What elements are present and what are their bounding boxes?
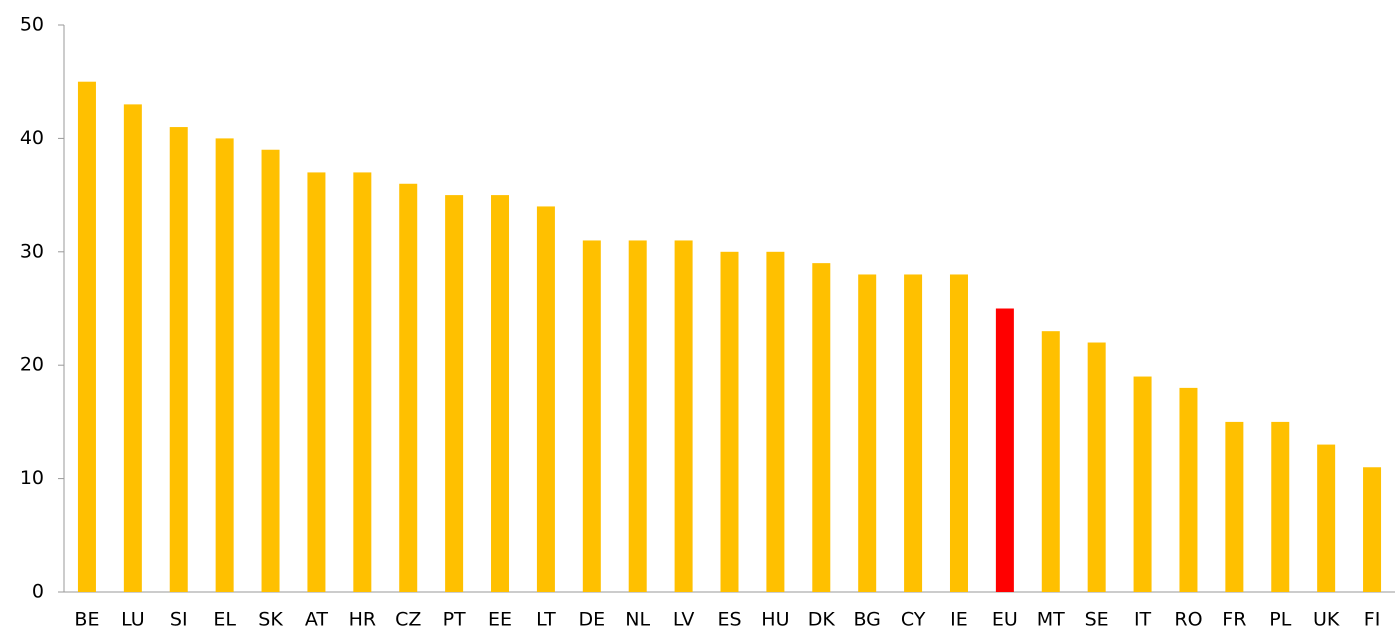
y-tick-label: 10 bbox=[20, 467, 44, 489]
bar bbox=[536, 206, 555, 592]
bar bbox=[674, 240, 693, 592]
x-tick-label: UK bbox=[1313, 609, 1340, 631]
bar bbox=[858, 274, 877, 592]
bar bbox=[215, 138, 234, 592]
x-tick-label: HU bbox=[761, 609, 789, 631]
y-tick-label: 50 bbox=[20, 14, 44, 36]
x-tick-label: FR bbox=[1222, 609, 1246, 631]
x-tick-label: PL bbox=[1269, 609, 1291, 631]
bar bbox=[169, 127, 188, 592]
x-tick-label: FI bbox=[1364, 609, 1381, 631]
x-tick-label: IT bbox=[1134, 609, 1152, 631]
bar bbox=[1317, 444, 1336, 592]
x-tick-label: EU bbox=[992, 609, 1018, 631]
x-tick-label: MT bbox=[1037, 609, 1065, 631]
bar bbox=[1179, 387, 1198, 592]
x-tick-label: BG bbox=[853, 609, 880, 631]
bar bbox=[995, 308, 1014, 592]
x-tick-label: ES bbox=[717, 609, 741, 631]
bar bbox=[1133, 376, 1152, 592]
x-tick-label: DE bbox=[578, 609, 605, 631]
x-tick-label: LV bbox=[673, 609, 695, 631]
bar bbox=[766, 251, 785, 593]
bar bbox=[399, 183, 418, 592]
x-tick-label: CZ bbox=[395, 609, 421, 631]
bar bbox=[812, 263, 831, 592]
bar bbox=[491, 195, 510, 592]
bar bbox=[1225, 421, 1244, 592]
bar bbox=[445, 195, 464, 592]
x-tick-label: LU bbox=[121, 609, 145, 631]
x-tick-label: LT bbox=[536, 609, 556, 631]
x-tick-label: EE bbox=[488, 609, 512, 631]
bar bbox=[628, 240, 647, 592]
y-tick-label: 40 bbox=[20, 127, 44, 149]
x-tick-label: BE bbox=[74, 609, 99, 631]
y-tick-label: 20 bbox=[20, 354, 44, 376]
x-tick-label: SE bbox=[1085, 609, 1109, 631]
bar bbox=[582, 240, 601, 592]
y-tick-label: 30 bbox=[20, 240, 44, 262]
bar bbox=[949, 274, 968, 592]
x-tick-label: DK bbox=[808, 609, 836, 631]
y-tick-label: 0 bbox=[32, 581, 44, 603]
x-tick-label: IE bbox=[950, 609, 968, 631]
x-tick-label: NL bbox=[625, 609, 650, 631]
bar bbox=[1087, 342, 1106, 592]
x-tick-label: EL bbox=[213, 609, 236, 631]
bar bbox=[123, 104, 142, 592]
bar bbox=[1363, 467, 1382, 592]
bar bbox=[1271, 421, 1290, 592]
x-tick-label: SI bbox=[170, 609, 188, 631]
bar bbox=[720, 251, 739, 593]
bar bbox=[307, 172, 326, 593]
bar bbox=[261, 149, 280, 593]
bar bbox=[904, 274, 923, 592]
bar bbox=[77, 81, 96, 592]
x-tick-label: AT bbox=[305, 609, 329, 631]
bar bbox=[1041, 331, 1060, 592]
x-tick-label: PT bbox=[443, 609, 466, 631]
x-tick-label: SK bbox=[258, 609, 283, 631]
bar bbox=[353, 172, 372, 593]
x-tick-label: HR bbox=[349, 609, 377, 631]
x-tick-label: CY bbox=[901, 609, 926, 631]
x-tick-label: RO bbox=[1174, 609, 1202, 631]
